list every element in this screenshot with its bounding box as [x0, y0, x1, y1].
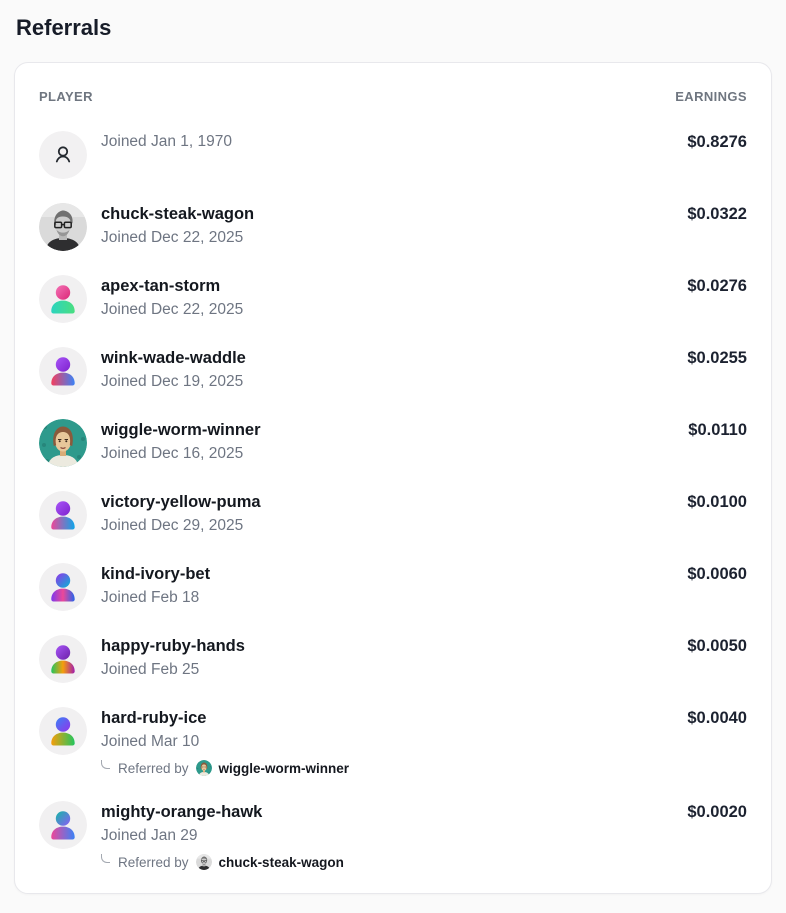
- player-avatar: [39, 131, 87, 179]
- player-name: wiggle-worm-winner: [101, 421, 261, 439]
- player-info: hard-ruby-ice Joined Mar 10 Referred by …: [101, 707, 675, 777]
- joined-date: Joined Dec 29, 2025: [101, 517, 244, 534]
- referred-by: Referred by wiggle-worm-winner: [101, 759, 675, 777]
- referrer-name: chuck-steak-wagon: [218, 854, 344, 870]
- player-name: happy-ruby-hands: [101, 637, 245, 655]
- table-header-row: PLAYER EARNINGS: [39, 89, 747, 105]
- player-avatar: [39, 563, 87, 611]
- earnings-value: $0.0050: [687, 637, 747, 655]
- player-avatar: [39, 203, 87, 251]
- table-row: hard-ruby-ice Joined Mar 10 Referred by …: [39, 707, 747, 777]
- referrer-name: wiggle-worm-winner: [218, 760, 350, 776]
- player-info: mighty-orange-hawk Joined Jan 29 Referre…: [101, 801, 675, 871]
- player-info: kind-ivory-bet Joined Feb 18: [101, 563, 675, 608]
- joined-date: Joined Dec 19, 2025: [101, 373, 244, 390]
- earnings-value: $0.0040: [687, 709, 747, 727]
- player-name: wink-wade-waddle: [101, 349, 246, 367]
- player-info: happy-ruby-hands Joined Feb 25: [101, 635, 675, 680]
- earnings-value: $0.0100: [687, 493, 747, 511]
- column-header-player: PLAYER: [39, 89, 93, 104]
- referrals-card: PLAYER EARNINGS Joined Jan 1, 1970 $0.82…: [14, 62, 772, 894]
- player-info: wink-wade-waddle Joined Dec 19, 2025: [101, 347, 675, 392]
- referrer-avatar: [195, 760, 212, 776]
- player-avatar: [39, 419, 87, 467]
- player-info: apex-tan-storm Joined Dec 22, 2025: [101, 275, 675, 320]
- player-name: chuck-steak-wagon: [101, 205, 255, 223]
- referrals-list: Joined Jan 1, 1970 $0.8276 chuck-steak-w…: [39, 131, 747, 871]
- earnings-value: $0.0060: [687, 565, 747, 583]
- player-avatar: [39, 275, 87, 323]
- referred-by: Referred by chuck-steak-wagon: [101, 853, 675, 871]
- player-avatar: [39, 801, 87, 849]
- column-header-earnings: EARNINGS: [675, 89, 747, 104]
- player-info: victory-yellow-puma Joined Dec 29, 2025: [101, 491, 675, 536]
- earnings-value: $0.0276: [687, 277, 747, 295]
- joined-date: Joined Jan 29: [101, 827, 198, 844]
- table-row: apex-tan-storm Joined Dec 22, 2025 $0.02…: [39, 275, 747, 323]
- player-info: chuck-steak-wagon Joined Dec 22, 2025: [101, 203, 675, 248]
- table-row: Joined Jan 1, 1970 $0.8276: [39, 131, 747, 179]
- player-avatar: [39, 491, 87, 539]
- joined-date: Joined Mar 10: [101, 733, 200, 750]
- table-row: wiggle-worm-winner Joined Dec 16, 2025 $…: [39, 419, 747, 467]
- earnings-value: $0.0322: [687, 205, 747, 223]
- table-row: victory-yellow-puma Joined Dec 29, 2025 …: [39, 491, 747, 539]
- player-name: hard-ruby-ice: [101, 709, 207, 727]
- player-avatar: [39, 635, 87, 683]
- joined-date: Joined Dec 22, 2025: [101, 229, 244, 246]
- player-avatar: [39, 707, 87, 755]
- page-title: Referrals: [16, 15, 112, 40]
- earnings-value: $0.0255: [687, 349, 747, 367]
- player-name: victory-yellow-puma: [101, 493, 261, 511]
- table-row: wink-wade-waddle Joined Dec 19, 2025 $0.…: [39, 347, 747, 395]
- corner-down-right-icon: [101, 759, 110, 769]
- player-name: apex-tan-storm: [101, 277, 221, 295]
- earnings-value: $0.8276: [687, 133, 747, 151]
- player-name: mighty-orange-hawk: [101, 803, 263, 821]
- corner-down-right-icon: [101, 853, 110, 863]
- player-info: Joined Jan 1, 1970: [101, 131, 675, 152]
- player-name: kind-ivory-bet: [101, 565, 211, 583]
- joined-date: Joined Dec 16, 2025: [101, 445, 244, 462]
- table-row: chuck-steak-wagon Joined Dec 22, 2025 $0…: [39, 203, 747, 251]
- joined-date: Joined Jan 1, 1970: [101, 133, 232, 150]
- table-row: kind-ivory-bet Joined Feb 18 $0.0060: [39, 563, 747, 611]
- joined-date: Joined Dec 22, 2025: [101, 301, 244, 318]
- joined-date: Joined Feb 25: [101, 661, 200, 678]
- earnings-value: $0.0110: [688, 421, 747, 439]
- referrer-avatar: [195, 854, 212, 870]
- referred-by-label: Referred by: [118, 760, 189, 776]
- joined-date: Joined Feb 18: [101, 589, 200, 606]
- table-row: happy-ruby-hands Joined Feb 25 $0.0050: [39, 635, 747, 683]
- referred-by-label: Referred by: [118, 854, 189, 870]
- player-info: wiggle-worm-winner Joined Dec 16, 2025: [101, 419, 676, 464]
- earnings-value: $0.0020: [687, 803, 747, 821]
- table-row: mighty-orange-hawk Joined Jan 29 Referre…: [39, 801, 747, 871]
- player-avatar: [39, 347, 87, 395]
